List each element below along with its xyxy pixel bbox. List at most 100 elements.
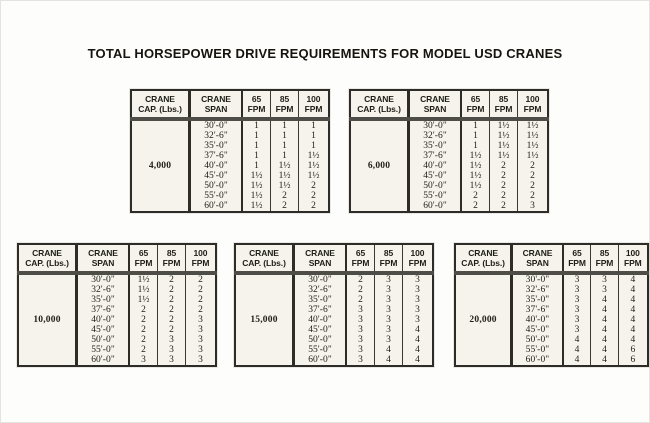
- hp-value-cell: 3: [562, 325, 592, 336]
- hp-value-cell: 3: [157, 355, 186, 367]
- hp-value-cell: 4: [415, 325, 420, 336]
- table-row: 50'-0" 3 3 4: [235, 335, 433, 346]
- header-cell: 65 FPM: [461, 90, 490, 122]
- hp-value-cell: 3: [374, 273, 403, 286]
- table-row: 60'-0" 1½ 2 2: [131, 201, 329, 213]
- table-row: 55'-0" 2 2 2: [350, 191, 548, 202]
- hp-value-cell: 4: [562, 335, 592, 346]
- hp-value-cell: 3: [590, 285, 619, 296]
- hp-value-cell: 1½: [242, 181, 271, 192]
- header-cell: CRANE SPAN: [76, 244, 130, 276]
- hp-value-cell: 2: [346, 295, 375, 306]
- hp-value-cell: 1: [270, 151, 299, 162]
- header-row: CRANE CAP. (Lbs.) CRANE SPAN 65 FPM 85 FPM 100 FP…: [18, 244, 216, 276]
- hp-value-cell: 1½: [307, 161, 320, 172]
- table-row: 60'-0" 4 4 6: [455, 355, 648, 367]
- span-cell: 40'-0": [293, 315, 347, 326]
- span-cell: 60'-0": [293, 355, 347, 367]
- hp-value-cell: 3: [374, 295, 403, 306]
- span-cell: 40'-0": [76, 315, 130, 326]
- hp-value-cell: 1½: [270, 171, 299, 182]
- hp-value-cell: 3: [374, 325, 403, 336]
- header-cell: 85 FPM: [374, 244, 403, 276]
- span-cell: 30'-0": [76, 273, 130, 286]
- hp-value-cell: 2: [311, 191, 316, 202]
- header-cell: 100 FPM: [402, 244, 433, 276]
- hp-value-cell: 1½: [526, 151, 539, 162]
- header-cell: 65 FPM: [562, 244, 592, 276]
- table-row: 35'-0" 1 1 1: [131, 141, 329, 152]
- span-cell: 40'-0": [511, 315, 564, 326]
- hp-value-cell: 3: [415, 295, 420, 306]
- span-cell: 50'-0": [293, 335, 347, 346]
- span-cell: 32'-6": [408, 131, 462, 142]
- header-cell: CRANE SPAN: [408, 90, 462, 122]
- horsepower-table-6000: CRANE CAP. (Lbs.) CRANE SPAN 65 FPM 85 FPM 100 FP…: [349, 89, 549, 214]
- hp-value-cell: 2: [530, 171, 535, 182]
- table-row: 60'-0" 3 3 3: [18, 355, 216, 367]
- hp-value-cell: 1½: [129, 273, 158, 286]
- hp-value-cell: 2: [311, 181, 316, 192]
- hp-value-cell: 3: [198, 355, 203, 366]
- span-cell: 37'-6": [189, 151, 243, 162]
- hp-value-cell: 1½: [242, 171, 271, 182]
- crane-table-anchor-15000: CRANE CAP. (Lbs.) CRANE SPAN 65 FPM 85 FPM 100 FP…: [234, 243, 434, 368]
- hp-value-cell: 4: [590, 345, 619, 356]
- table-row: 35'-0" 3 4 4: [455, 295, 648, 306]
- header-cell: CRANE CAP. (Lbs.): [350, 90, 410, 122]
- hp-value-cell: 1½: [461, 161, 490, 172]
- span-cell: 37'-6": [293, 305, 347, 316]
- crane-table-anchor-4000: CRANE CAP. (Lbs.) CRANE SPAN 65 FPM 85 FPM 100 FP…: [130, 89, 330, 214]
- span-cell: 45'-0": [189, 171, 243, 182]
- table-row: 10,000 30'-0" 1½ 2 2: [18, 273, 216, 367]
- table-row: 32'-6" 2 3 3: [235, 285, 433, 296]
- hp-value-cell: 3: [562, 315, 592, 326]
- span-cell: 30'-0": [511, 273, 564, 286]
- hp-value-cell: 4: [415, 345, 420, 356]
- table-row: 60'-0" 3 4 4: [235, 355, 433, 367]
- hp-value-cell: 2: [157, 315, 186, 326]
- hp-value-cell: 4: [630, 325, 636, 336]
- hp-value-cell: 2: [346, 273, 375, 286]
- header-cell: 85 FPM: [489, 90, 518, 122]
- header-cell: 85 FPM: [157, 244, 186, 276]
- span-cell: 40'-0": [189, 161, 243, 172]
- hp-value-cell: 1: [311, 141, 316, 152]
- hp-value-cell: 1: [311, 131, 316, 142]
- table-row: 50'-0" 1½ 2 2: [350, 181, 548, 192]
- span-cell: 50'-0": [408, 181, 462, 192]
- span-cell: 50'-0": [189, 181, 243, 192]
- hp-value-cell: 2: [489, 161, 518, 172]
- table-row: 32'-6" 1 1½ 1½: [350, 131, 548, 142]
- span-cell: 55'-0": [293, 345, 347, 356]
- hp-value-cell: 3: [198, 345, 203, 356]
- span-cell: 35'-0": [76, 295, 130, 306]
- hp-value-cell: 2: [198, 285, 203, 296]
- hp-value-cell: 1½: [461, 181, 490, 192]
- header-cell: CRANE CAP. (Lbs.): [455, 244, 514, 276]
- header-row: CRANE CAP. (Lbs.) CRANE SPAN 65 FPM 85 FPM 100 FP…: [131, 90, 329, 122]
- hp-value-cell: 4: [374, 355, 403, 367]
- hp-value-cell: 1½: [270, 161, 299, 172]
- hp-value-cell: 1: [311, 121, 316, 132]
- hp-value-cell: 1: [461, 131, 490, 142]
- hp-value-cell: 1: [461, 119, 490, 132]
- hp-value-cell: 2: [198, 275, 203, 286]
- table-row: 50'-0" 2 3 3: [18, 335, 216, 346]
- span-cell: 30'-0": [293, 273, 347, 286]
- hp-value-cell: 3: [374, 285, 403, 296]
- capacity-cell: 6,000: [350, 119, 410, 213]
- hp-value-cell: 4: [630, 275, 636, 286]
- span-cell: 35'-0": [408, 141, 462, 152]
- header-cell: 100 FPM: [517, 90, 548, 122]
- span-cell: 55'-0": [511, 345, 564, 356]
- span-cell: 55'-0": [189, 191, 243, 202]
- hp-value-cell: 2: [530, 161, 535, 172]
- hp-value-cell: 4: [590, 305, 619, 316]
- table-row: 55'-0" 3 4 4: [235, 345, 433, 356]
- hp-value-cell: 1: [242, 151, 271, 162]
- hp-value-cell: 3: [415, 305, 420, 316]
- hp-value-cell: 4: [630, 315, 636, 326]
- header-cell: 100 FPM: [298, 90, 329, 122]
- hp-value-cell: 3: [562, 305, 592, 316]
